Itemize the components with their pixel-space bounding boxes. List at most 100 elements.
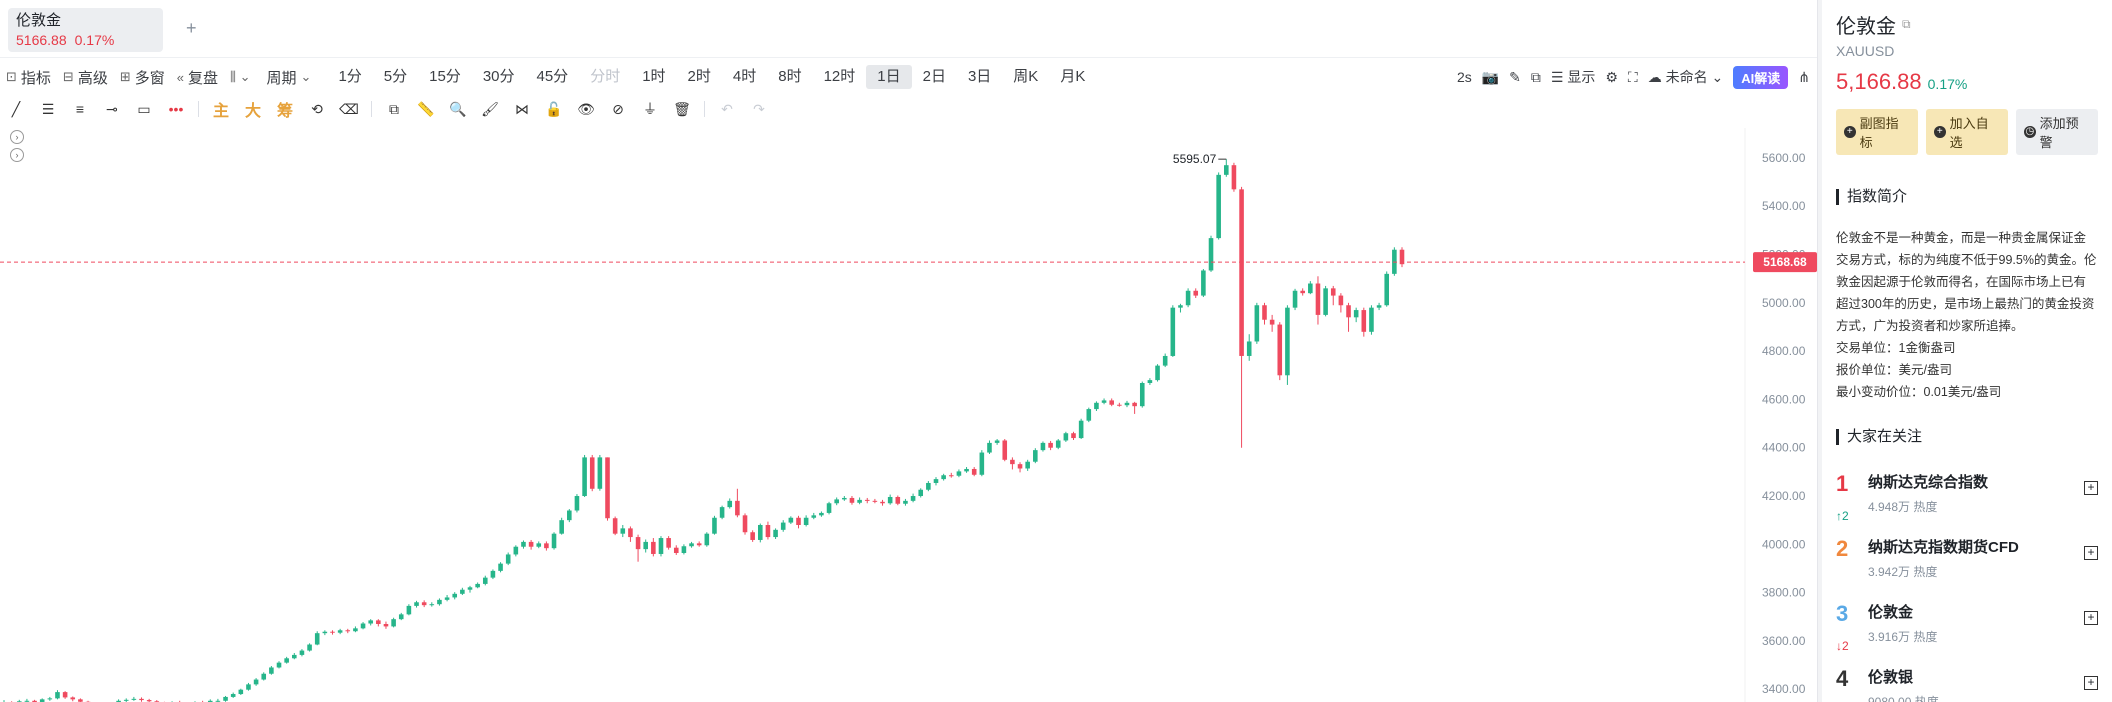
action-buttons: + 副图指标 + 加入自选 ◷ 添加预警 — [1836, 109, 2098, 155]
pen-icon[interactable]: ✎ — [1509, 68, 1521, 85]
period-option[interactable]: 2日 — [922, 68, 946, 85]
period-option[interactable]: 5分 — [383, 68, 408, 85]
candle-body — [696, 543, 702, 546]
replay-button[interactable]: «复盘 — [176, 69, 219, 87]
candle-body — [582, 457, 587, 497]
period-option[interactable]: 30分 — [482, 68, 515, 85]
collapse-indicator-icon[interactable]: › — [10, 148, 24, 162]
tab-bar: 伦敦金 5166.88 0.17% + — [0, 0, 1817, 58]
advanced-button[interactable]: ⊟ 高级 — [62, 69, 108, 87]
candle-body — [712, 517, 717, 534]
collapse-indicator-icon[interactable]: › — [10, 130, 24, 144]
candle-body — [1185, 290, 1191, 306]
sub-indicator-button[interactable]: + 副图指标 — [1836, 109, 1918, 155]
sync-icon[interactable]: ⟲ — [311, 100, 323, 117]
parallel-tool-icon[interactable]: ≡ — [75, 101, 85, 117]
trash-icon[interactable]: 🗑 — [673, 100, 691, 117]
period-option[interactable]: 4时 — [732, 68, 757, 85]
hline-tool-icon[interactable]: ☰ — [41, 100, 55, 117]
candle-body — [1201, 270, 1206, 296]
period-option[interactable]: 45分 — [536, 68, 569, 85]
fullscreen-icon[interactable]: ⛶ — [1627, 68, 1638, 85]
add-watch-icon[interactable]: + — [2084, 676, 2098, 690]
erase-drawing-icon[interactable]: ⌫ — [339, 100, 359, 117]
ray-tool-icon[interactable]: ⊸ — [106, 100, 118, 117]
ruler-icon[interactable]: 📏 — [417, 100, 435, 117]
symbol-price: 5,166.88 0.17% — [1836, 69, 1968, 94]
copy-tool-icon[interactable]: ⧉ — [389, 100, 399, 117]
y-tick-label: 5600.00 — [1762, 151, 1806, 165]
hide-icon[interactable]: ⊘ — [612, 100, 624, 117]
period-option[interactable]: 1分 — [338, 68, 362, 85]
period-option[interactable]: 8时 — [778, 68, 802, 85]
candle-body — [70, 697, 76, 700]
candle-body — [971, 468, 977, 475]
candle-body — [1063, 433, 1069, 441]
ai-interpret-button[interactable]: AI解读 — [1733, 65, 1789, 89]
period-option[interactable]: 月K — [1060, 68, 1086, 85]
hot-list-item[interactable]: 3 ↓2 伦敦金 3.916万 热度 + — [1836, 597, 2098, 662]
link-icon[interactable]: ⧉ — [1530, 68, 1541, 85]
filter-icon[interactable]: ⏚ — [643, 101, 657, 117]
period-option[interactable]: 分时 — [590, 68, 621, 85]
candle-body — [223, 696, 228, 701]
more-tools-icon[interactable]: ••• — [168, 101, 184, 117]
add-tab-button[interactable]: + — [186, 18, 197, 38]
magnet-icon[interactable]: ⋈ — [515, 100, 529, 117]
eye-icon[interactable]: 👁 — [577, 100, 595, 117]
camera-icon[interactable]: 📷 — [1481, 68, 1500, 85]
refresh-interval[interactable]: 2s — [1456, 69, 1472, 85]
chart-type-dropdown[interactable]: ⫼ ⌄ — [224, 64, 261, 90]
main-indicator-toggle[interactable]: 主 — [212, 103, 229, 120]
candle-body — [796, 517, 801, 525]
layout-dropdown[interactable]: ☁ 未命名 ⌄ — [1647, 69, 1724, 85]
line-tool-icon[interactable]: ╱ — [11, 100, 21, 117]
candle-body — [1399, 249, 1405, 265]
candle-body — [750, 532, 755, 540]
big-order-toggle[interactable]: 大 — [244, 103, 261, 120]
add-watch-icon[interactable]: + — [2084, 546, 2098, 560]
undo-icon[interactable]: ↶ — [721, 100, 733, 117]
display-button[interactable]: ☰ 显示 — [1550, 69, 1596, 85]
period-option[interactable]: 1日 — [866, 65, 912, 89]
lock-icon[interactable]: 🔓 — [545, 100, 563, 117]
add-watch-icon[interactable]: + — [2084, 481, 2098, 495]
hot-list-item[interactable]: 2 纳斯达克指数期货CFD 3.942万 热度 + — [1836, 532, 2098, 597]
candle-body — [666, 538, 671, 548]
chip-toggle[interactable]: 筹 — [276, 103, 293, 120]
zoom-icon[interactable]: 🔍 — [449, 100, 467, 117]
period-option[interactable]: 1时 — [642, 68, 666, 85]
candle-body — [1025, 461, 1030, 469]
period-option[interactable]: 15分 — [429, 68, 461, 85]
candle-body — [330, 631, 335, 633]
candle-body — [1124, 402, 1130, 406]
add-watch-icon[interactable]: + — [2084, 611, 2098, 625]
hot-list-item[interactable]: 4 伦敦银 9080.00 热度 + — [1836, 662, 2098, 702]
indicator-button[interactable]: ⊡ 指标 — [6, 69, 51, 87]
share-icon[interactable]: ⋔ — [1798, 68, 1810, 85]
multi-window-button[interactable]: ⊞ 多窗 — [119, 69, 165, 87]
symbol-title: 伦敦金 ⧉ — [1836, 16, 1911, 38]
period-option[interactable]: 周K — [1013, 68, 1039, 85]
candle-body — [567, 510, 572, 521]
hot-list-item[interactable]: 1 ↑2 纳斯达克综合指数 4.948万 热度 + — [1836, 467, 2098, 532]
period-option[interactable]: 3日 — [967, 68, 992, 85]
copy-icon[interactable]: ⧉ — [1902, 17, 1911, 31]
indicator-icon: ⊡ — [6, 69, 17, 84]
candlestick-chart[interactable]: 3400.00 3600.00 3800.00 4000.00 4200.00 4400.… — [0, 128, 1818, 702]
add-alert-button[interactable]: ◷ 添加预警 — [2016, 109, 2098, 155]
candle-body — [207, 700, 213, 702]
redo-icon[interactable]: ↷ — [753, 100, 765, 117]
add-watchlist-button[interactable]: + 加入自选 — [1926, 109, 2008, 155]
rect-tool-icon[interactable]: ▭ — [137, 100, 151, 117]
period-option[interactable]: 2时 — [687, 68, 711, 85]
candle-body — [24, 700, 30, 702]
period-dropdown[interactable]: 周期 ⌄ — [266, 69, 312, 87]
tab-london-gold[interactable]: 伦敦金 5166.88 0.17% — [8, 8, 163, 52]
period-option[interactable]: 12时 — [823, 68, 856, 85]
brush-icon[interactable]: 🖌 — [481, 100, 499, 117]
candle-body — [788, 517, 794, 523]
candle-body — [1155, 365, 1160, 381]
settings-icon[interactable]: ⚙ — [1605, 68, 1618, 85]
candle-body — [1277, 324, 1283, 376]
